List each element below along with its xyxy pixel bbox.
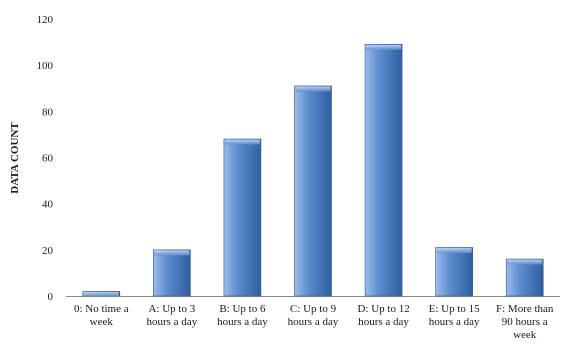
y-tick-label: 60 (42, 153, 54, 165)
y-tick-label: 120 (37, 14, 54, 26)
bar-body (435, 247, 473, 297)
x-tick-label: C: Up to 9 hours a day (288, 303, 339, 328)
bar (153, 249, 191, 297)
bar-body (505, 258, 544, 297)
bar-cap (507, 259, 543, 265)
bar-cap (83, 291, 119, 297)
bar-body (294, 85, 332, 297)
bar-cap (154, 250, 190, 256)
y-tick-label: 20 (42, 245, 54, 257)
bar-cap (366, 44, 402, 50)
bar-cap (224, 139, 260, 145)
bar-cap (436, 248, 472, 254)
bar-cap (295, 86, 331, 92)
y-tick-label: 0 (48, 291, 54, 303)
x-tick-label: F: More than 90 hours a week (496, 303, 554, 341)
bar-body (223, 138, 262, 297)
x-tick-label: E: Up to 15 hours a day (429, 303, 481, 328)
y-tick-label: 80 (42, 106, 54, 118)
bar (364, 44, 403, 297)
x-tick-label: D: Up to 12 hours a day (357, 303, 409, 328)
y-tick-label: 40 (42, 199, 54, 211)
x-tick-label: B: Up to 6 hours a day (217, 303, 268, 328)
y-tick-label: 100 (37, 60, 54, 72)
bar (294, 85, 332, 297)
bar-body (364, 44, 403, 297)
y-axis-title: DATA COUNT (9, 122, 21, 194)
bar (223, 138, 262, 297)
x-tick-label: A: Up to 3 hours a day (146, 303, 197, 328)
axes: 0 20 40 60 80 100 120 (37, 14, 560, 303)
x-tick-label: 0: No time a week (74, 303, 129, 328)
bar (435, 247, 473, 297)
bars (82, 44, 544, 297)
bar (82, 291, 121, 297)
bar-body (153, 249, 191, 297)
category-labels: 0: No time a week A: Up to 3 hours a day B: … (74, 303, 554, 341)
bar (505, 258, 544, 297)
